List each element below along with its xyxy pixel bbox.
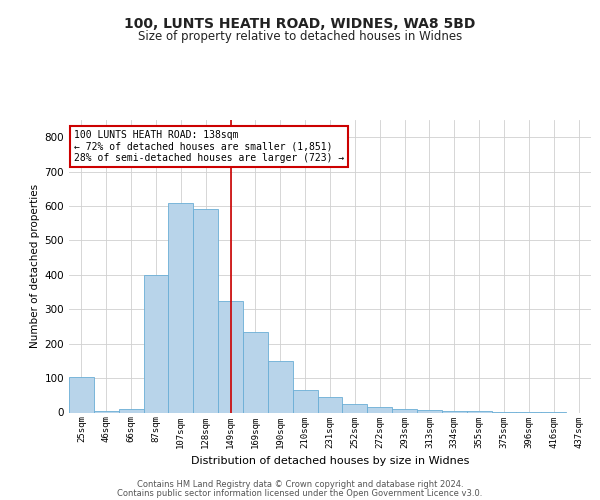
X-axis label: Distribution of detached houses by size in Widnes: Distribution of detached houses by size … (191, 456, 469, 466)
Bar (218, 300, 243, 412)
Bar (119, 409, 143, 412)
Bar (69, 378, 94, 412)
Bar (392, 409, 417, 412)
Bar (193, 210, 218, 412)
Bar (367, 408, 392, 412)
Bar (317, 397, 343, 412)
Bar (417, 410, 442, 412)
Text: 100, LUNTS HEATH ROAD, WIDNES, WA8 5BD: 100, LUNTS HEATH ROAD, WIDNES, WA8 5BD (124, 18, 476, 32)
Bar (442, 411, 467, 412)
Bar (169, 202, 193, 412)
Bar (94, 411, 119, 412)
Y-axis label: Number of detached properties: Number of detached properties (31, 184, 40, 348)
Bar (268, 361, 293, 412)
Bar (243, 332, 268, 412)
Bar (343, 404, 367, 412)
Text: 100 LUNTS HEATH ROAD: 138sqm
← 72% of detached houses are smaller (1,851)
28% of: 100 LUNTS HEATH ROAD: 138sqm ← 72% of de… (74, 130, 344, 164)
Text: Contains HM Land Registry data © Crown copyright and database right 2024.: Contains HM Land Registry data © Crown c… (137, 480, 463, 489)
Bar (143, 275, 169, 412)
Bar (293, 390, 317, 412)
Text: Size of property relative to detached houses in Widnes: Size of property relative to detached ho… (138, 30, 462, 43)
Text: Contains public sector information licensed under the Open Government Licence v3: Contains public sector information licen… (118, 489, 482, 498)
